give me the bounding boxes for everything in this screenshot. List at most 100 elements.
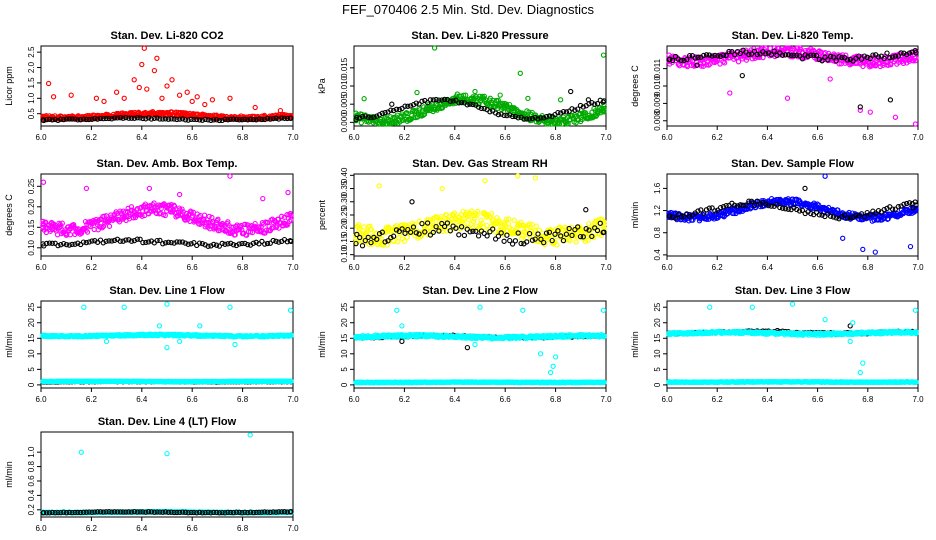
data-point xyxy=(401,222,407,228)
y-tick-label: 0.25 xyxy=(340,207,349,223)
data-point xyxy=(892,114,899,120)
data-point xyxy=(165,116,172,122)
data-point xyxy=(558,110,564,116)
data-point xyxy=(279,115,285,121)
data-point xyxy=(159,95,165,101)
y-tick-label: 1.2 xyxy=(653,204,662,216)
data-point xyxy=(822,173,828,179)
data-point xyxy=(858,56,865,62)
data-point xyxy=(601,101,607,108)
y-tick-label: 15 xyxy=(27,333,36,342)
data-point xyxy=(421,111,428,117)
data-point xyxy=(763,51,769,57)
data-point xyxy=(259,238,265,245)
data-point xyxy=(188,116,194,123)
data-point xyxy=(521,116,527,122)
y-tick-label: 0.015 xyxy=(340,57,349,78)
data-point xyxy=(439,97,445,103)
data-point xyxy=(213,242,220,248)
data-point xyxy=(409,199,415,205)
data-point xyxy=(836,61,842,67)
data-point xyxy=(701,52,707,59)
data-point xyxy=(111,237,118,244)
data-point xyxy=(55,242,61,249)
data-point xyxy=(177,116,183,122)
y-axis-label: degrees C xyxy=(630,65,640,107)
data-point xyxy=(487,109,493,115)
data-point xyxy=(199,117,206,123)
data-point xyxy=(174,116,180,123)
data-point xyxy=(209,97,216,103)
x-tick-label: 6.4 xyxy=(762,395,774,404)
data-point xyxy=(40,179,47,185)
points xyxy=(666,45,919,127)
data-point xyxy=(247,116,254,122)
x-tick-label: 7.0 xyxy=(600,263,612,272)
data-point xyxy=(463,92,469,98)
data-point xyxy=(727,90,733,96)
data-point xyxy=(230,116,237,122)
data-point xyxy=(93,95,100,101)
x-tick-label: 6.6 xyxy=(812,395,824,404)
data-point xyxy=(134,236,140,242)
data-point xyxy=(245,117,251,123)
data-point xyxy=(456,232,462,238)
data-point xyxy=(525,95,531,102)
data-point xyxy=(49,240,55,246)
data-point xyxy=(103,238,109,244)
data-point xyxy=(394,307,400,313)
data-point xyxy=(276,225,282,231)
data-point xyxy=(475,104,482,110)
plot-frame xyxy=(353,300,607,389)
data-point xyxy=(430,97,436,103)
data-point xyxy=(287,307,294,313)
data-point xyxy=(572,107,578,113)
data-point xyxy=(128,204,135,210)
data-point xyxy=(881,55,887,62)
data-point xyxy=(185,117,191,123)
data-point xyxy=(543,114,550,120)
data-point xyxy=(179,239,186,245)
data-point xyxy=(827,76,833,82)
data-point xyxy=(383,229,389,236)
y-tick-label: 0.10 xyxy=(27,239,36,255)
data-point xyxy=(109,238,115,244)
data-point xyxy=(901,50,907,56)
data-point xyxy=(213,117,220,123)
data-point xyxy=(592,101,598,107)
panel-title: Stan. Dev. Amb. Box Temp. xyxy=(97,158,238,170)
data-point xyxy=(176,191,183,198)
data-point xyxy=(512,113,519,120)
y-tick-label: 20 xyxy=(340,318,349,327)
y-tick-label: 0 xyxy=(340,382,349,387)
data-point xyxy=(164,301,170,307)
data-point xyxy=(126,115,132,121)
y-tick-label: 0.009 xyxy=(653,93,662,114)
data-point xyxy=(230,242,237,248)
data-point xyxy=(771,48,777,54)
data-point xyxy=(895,53,901,59)
data-point xyxy=(196,240,203,246)
data-point xyxy=(160,241,166,247)
data-point xyxy=(117,238,123,244)
y-tick-label: 2.0 xyxy=(27,61,36,73)
data-point xyxy=(46,240,53,246)
data-point xyxy=(121,304,127,310)
data-point xyxy=(875,54,882,60)
data-point xyxy=(194,94,200,100)
y-tick-label: 0.15 xyxy=(340,233,349,249)
panel-title: Stan. Dev. Li-820 Temp. xyxy=(732,30,854,42)
data-point xyxy=(92,115,98,122)
data-point xyxy=(201,212,208,218)
data-point xyxy=(162,240,169,246)
data-point xyxy=(52,116,58,123)
x-tick-label: 6.8 xyxy=(237,263,249,272)
points xyxy=(40,45,294,124)
data-point xyxy=(242,116,248,123)
data-point xyxy=(709,53,715,59)
y-tick-label: 5 xyxy=(340,367,349,372)
data-point xyxy=(179,116,186,122)
data-point xyxy=(188,241,194,247)
